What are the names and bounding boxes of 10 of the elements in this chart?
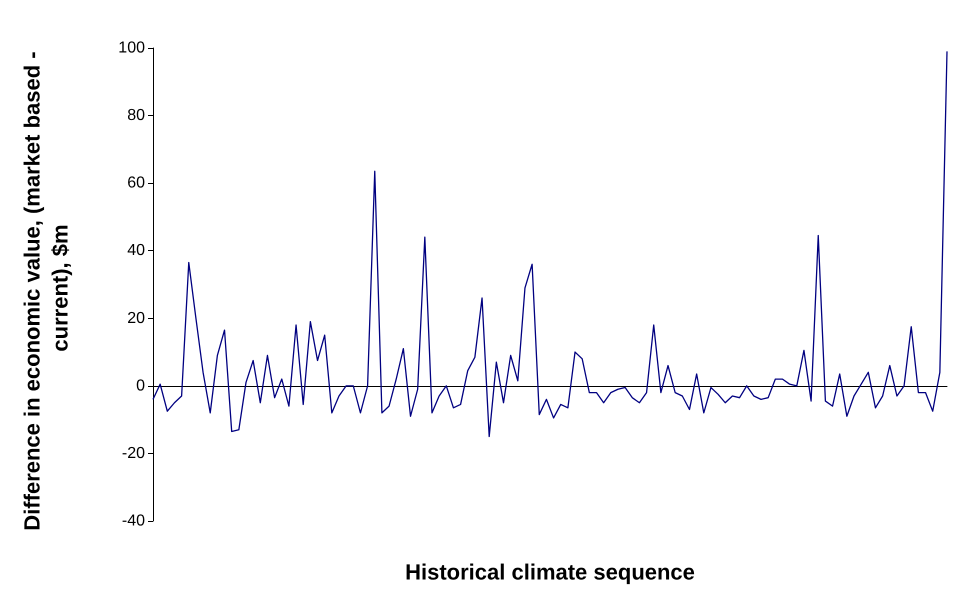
y-tick-label: 0	[136, 377, 146, 394]
y-tick-label: 80	[127, 107, 146, 124]
y-tick-label: 100	[118, 40, 146, 56]
y-tick-label: -40	[122, 512, 146, 530]
y-tick-label: -20	[122, 444, 146, 462]
y-tick-label: 60	[127, 174, 146, 192]
x-axis-title: Historical climate sequence	[405, 560, 695, 584]
y-tick-label: 40	[127, 242, 146, 260]
y-tick-label: 20	[127, 310, 146, 327]
y-axis-title: Difference in economic value, (market based - current), $m	[20, 45, 72, 531]
